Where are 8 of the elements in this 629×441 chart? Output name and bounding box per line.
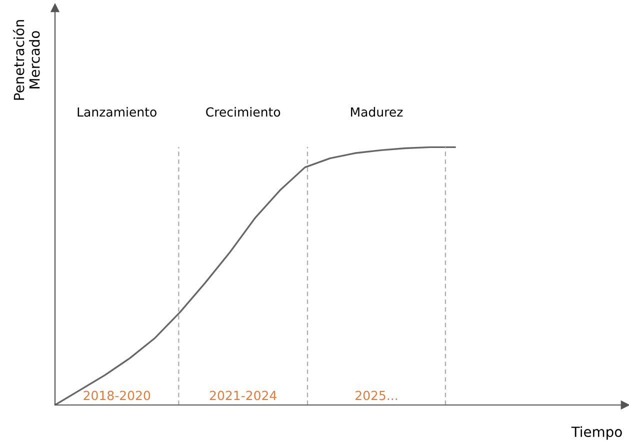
annotation: 2021-2024: [210, 390, 276, 400]
y-axis-title: Penetración Mercado: [12, 20, 40, 100]
text: Crecimiento: [206, 107, 280, 117]
annotation: 2018-2020: [84, 390, 150, 400]
text: Tiempo: [571, 426, 622, 440]
text: Madurez: [351, 107, 403, 117]
annotation: 2025...: [356, 390, 397, 400]
text: Lanzamiento: [78, 107, 156, 117]
